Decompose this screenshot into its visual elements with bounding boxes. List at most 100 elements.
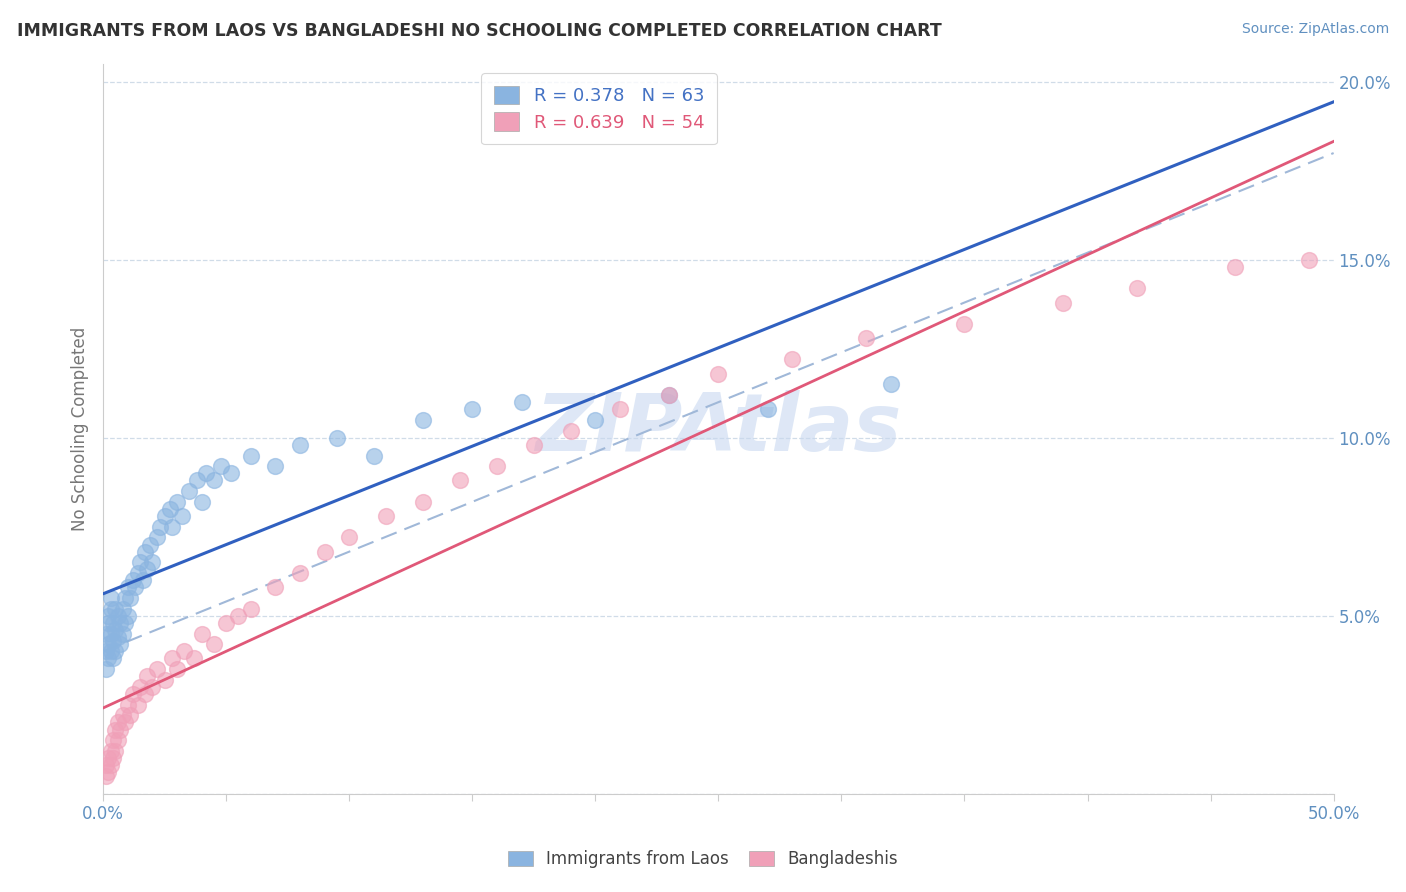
Point	[94, 626, 117, 640]
Point	[136, 669, 159, 683]
Point	[136, 562, 159, 576]
Point	[114, 591, 136, 605]
Point	[314, 544, 336, 558]
Point	[780, 352, 803, 367]
Point	[101, 751, 124, 765]
Point	[583, 413, 606, 427]
Point	[183, 651, 205, 665]
Point	[485, 459, 508, 474]
Point	[104, 644, 127, 658]
Point	[100, 758, 122, 772]
Point	[153, 509, 176, 524]
Point	[609, 402, 631, 417]
Point	[363, 449, 385, 463]
Point	[100, 644, 122, 658]
Point	[97, 637, 120, 651]
Point	[129, 680, 152, 694]
Point	[121, 687, 143, 701]
Point	[195, 467, 218, 481]
Point	[1052, 295, 1074, 310]
Point	[97, 651, 120, 665]
Point	[111, 708, 134, 723]
Point	[166, 495, 188, 509]
Point	[101, 733, 124, 747]
Text: ZIPAtlas: ZIPAtlas	[536, 390, 901, 468]
Point	[239, 601, 262, 615]
Point	[461, 402, 484, 417]
Point	[412, 495, 434, 509]
Point	[127, 698, 149, 712]
Point	[104, 623, 127, 637]
Point	[111, 626, 134, 640]
Point	[337, 530, 360, 544]
Point	[117, 580, 139, 594]
Point	[100, 626, 122, 640]
Point	[107, 608, 129, 623]
Point	[160, 520, 183, 534]
Point	[1225, 260, 1247, 274]
Point	[560, 424, 582, 438]
Point	[173, 644, 195, 658]
Point	[120, 708, 142, 723]
Point	[104, 601, 127, 615]
Point	[190, 626, 212, 640]
Point	[110, 637, 132, 651]
Point	[215, 615, 238, 630]
Point	[120, 591, 142, 605]
Point	[239, 449, 262, 463]
Point	[97, 765, 120, 780]
Point	[94, 644, 117, 658]
Legend: Immigrants from Laos, Bangladeshis: Immigrants from Laos, Bangladeshis	[502, 844, 904, 875]
Point	[1298, 252, 1320, 267]
Legend: R = 0.378   N = 63, R = 0.639   N = 54: R = 0.378 N = 63, R = 0.639 N = 54	[481, 73, 717, 145]
Point	[100, 601, 122, 615]
Point	[101, 615, 124, 630]
Point	[202, 474, 225, 488]
Point	[166, 662, 188, 676]
Point	[149, 520, 172, 534]
Point	[953, 317, 976, 331]
Point	[101, 651, 124, 665]
Point	[124, 580, 146, 594]
Point	[121, 573, 143, 587]
Point	[228, 608, 250, 623]
Point	[114, 715, 136, 730]
Point	[97, 615, 120, 630]
Point	[658, 388, 681, 402]
Point	[219, 467, 242, 481]
Point	[756, 402, 779, 417]
Point	[100, 744, 122, 758]
Point	[202, 637, 225, 651]
Point	[449, 474, 471, 488]
Point	[186, 474, 208, 488]
Point	[134, 544, 156, 558]
Point	[107, 630, 129, 644]
Text: Source: ZipAtlas.com: Source: ZipAtlas.com	[1241, 22, 1389, 37]
Text: IMMIGRANTS FROM LAOS VS BANGLADESHI NO SCHOOLING COMPLETED CORRELATION CHART: IMMIGRANTS FROM LAOS VS BANGLADESHI NO S…	[17, 22, 942, 40]
Point	[107, 715, 129, 730]
Point	[264, 459, 287, 474]
Point	[326, 431, 349, 445]
Point	[94, 758, 117, 772]
Point	[170, 509, 193, 524]
Point	[97, 608, 120, 623]
Point	[127, 566, 149, 580]
Point	[107, 733, 129, 747]
Point	[111, 601, 134, 615]
Point	[179, 484, 201, 499]
Point	[375, 509, 398, 524]
Point	[134, 687, 156, 701]
Point	[129, 555, 152, 569]
Point	[146, 530, 169, 544]
Point	[101, 633, 124, 648]
Point	[707, 367, 730, 381]
Point	[523, 438, 546, 452]
Point	[141, 555, 163, 569]
Point	[160, 651, 183, 665]
Point	[94, 662, 117, 676]
Point	[110, 723, 132, 737]
Point	[114, 615, 136, 630]
Point	[139, 537, 162, 551]
Point	[131, 573, 153, 587]
Point	[658, 388, 681, 402]
